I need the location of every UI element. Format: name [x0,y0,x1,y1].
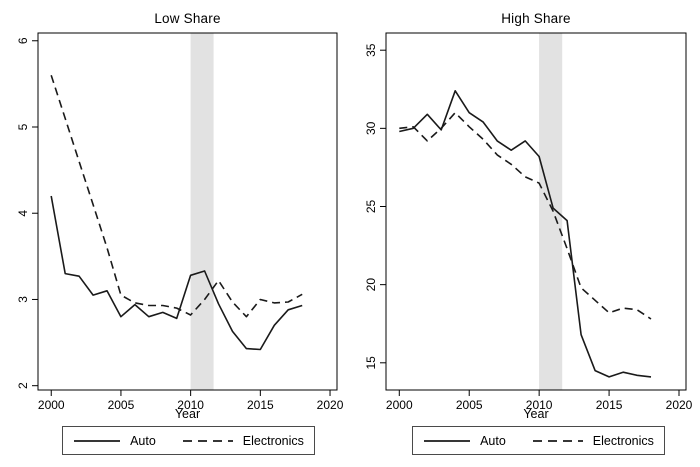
x-tick-label: 2005 [108,398,135,412]
low-share-title: Low Share [154,11,221,26]
electronics-line [399,111,652,320]
legend-label-auto: Auto [480,433,506,448]
low-share-legend: Auto Electronics [62,426,315,455]
solid-line-swatch-icon [424,439,471,442]
dashed-line-swatch-icon [182,439,233,442]
x-tick-label: 2020 [317,398,344,412]
x-tick-label: 2000 [386,398,413,412]
plot-frame [37,32,338,391]
y-tick-label: 3 [16,296,30,303]
high-share-legend: Auto Electronics [412,426,665,455]
shaded-band [190,33,214,390]
low-share-chart: 2 3 4 5 6 2000 2005 2010 2015 2020 [16,32,344,412]
x-tick-label: 2020 [666,398,693,412]
high-share-title: High Share [501,11,571,26]
y-tick-label: 5 [16,123,30,130]
high-share-chart: 15 20 25 30 35 2000 2005 2010 2015 2020 [364,32,693,412]
y-tick-label: 15 [364,356,378,370]
electronics-line [50,75,303,318]
x-tick-label: 2010 [526,398,553,412]
x-tick-label: 2015 [596,398,623,412]
x-tick-label: 2010 [177,398,204,412]
high-share-x-axis-label: Year [523,407,549,421]
shaded-band [539,33,563,390]
y-tick-label: 6 [16,37,30,44]
low-share-x-axis-label: Year [174,407,201,421]
y-tick-label: 20 [364,278,378,292]
y-tick-label: 35 [364,43,378,57]
plot-frame [385,32,687,391]
y-tick-label: 30 [364,121,378,135]
y-tick-label: 25 [364,200,378,214]
solid-line-swatch-icon [74,439,121,442]
y-tick-label: 2 [16,382,30,389]
auto-line [399,90,652,378]
auto-line [50,195,303,351]
legend-label-electronics: Electronics [592,433,654,448]
legend-label-electronics: Electronics [242,433,304,448]
y-tick-label: 4 [16,210,30,217]
x-tick-label: 2000 [38,398,65,412]
dashed-line-swatch-icon [532,439,583,442]
x-tick-label: 2015 [247,398,274,412]
legend-label-auto: Auto [130,433,156,448]
x-tick-label: 2005 [456,398,483,412]
